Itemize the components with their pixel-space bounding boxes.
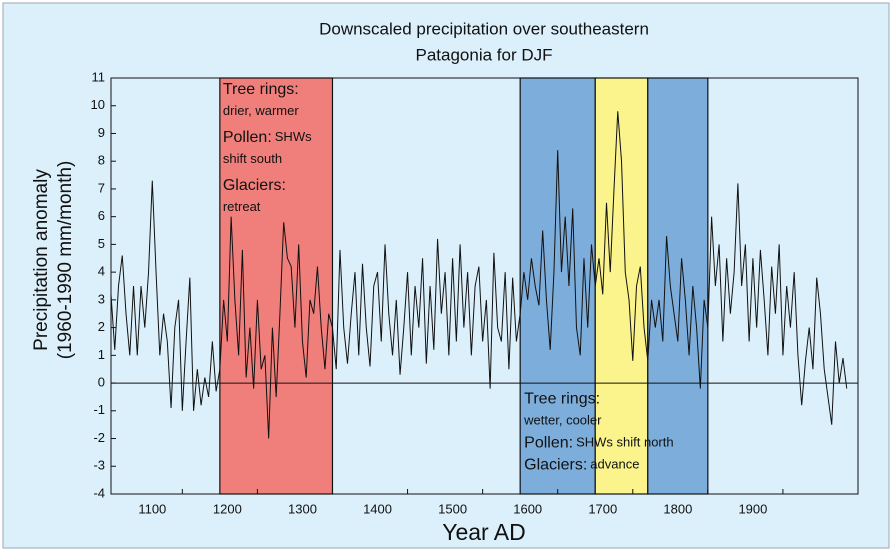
annotation-line: retreat (223, 199, 261, 214)
x-tick-label: 1700 (588, 501, 617, 516)
y-axis-label: (1960-1990 mm/month) (55, 161, 76, 360)
y-tick-label: 10 (91, 97, 105, 112)
x-tick-label: 1200 (213, 501, 242, 516)
x-tick-label: 1600 (513, 501, 542, 516)
annotation-line: Tree rings: (223, 81, 299, 98)
y-tick-label: 7 (98, 180, 105, 195)
y-tick-label: 11 (92, 69, 106, 84)
annotation-line: Pollen: SHWs shift north (524, 435, 673, 452)
annotation-key: Pollen: (223, 129, 272, 146)
annotation-key: Tree rings: (223, 81, 299, 98)
annotation-key: Glaciers: (223, 177, 286, 194)
y-tick-label: 8 (98, 153, 105, 168)
annotation-text: SHWs shift north (576, 435, 674, 450)
annotation-text: shift south (223, 151, 282, 166)
period-band (519, 77, 596, 495)
x-tick-label: 1800 (663, 501, 692, 516)
x-tick-label: 1300 (288, 501, 317, 516)
annotation-line: Glaciers: advance (524, 457, 639, 474)
y-tick-label: 3 (98, 291, 105, 306)
annotation-key: Glaciers: (524, 457, 587, 474)
annotation-text: wetter, cooler (523, 413, 602, 428)
y-tick-label: -1 (93, 402, 105, 417)
annotation-line: Pollen: SHWs (223, 129, 312, 146)
y-tick-label: 0 (98, 375, 105, 390)
annotation-line: Glaciers: (223, 177, 286, 194)
y-tick-label: 2 (98, 319, 105, 334)
annotation-key: Tree rings: (524, 391, 600, 408)
annotation-text: retreat (223, 199, 261, 214)
chart-title: Downscaled precipitation over southeaste… (319, 19, 649, 38)
data-line (110, 111, 848, 439)
axes-frame (110, 77, 859, 495)
x-tick-label: 1900 (738, 501, 767, 516)
annotation-line: drier, warmer (223, 103, 300, 118)
y-tick-label: -4 (93, 485, 105, 500)
x-tick-label: 1500 (438, 501, 467, 516)
annotation-line: wetter, cooler (523, 413, 602, 428)
annotation-line: Tree rings: (524, 391, 600, 408)
x-tick-label: 1100 (138, 501, 166, 516)
y-tick-label: 4 (98, 264, 105, 279)
y-tick-label: -3 (93, 458, 105, 473)
annotation-line: shift south (223, 151, 282, 166)
period-band (647, 77, 709, 495)
chart-title: Patagonia for DJF (415, 45, 552, 64)
annotation-key: Pollen: (524, 435, 573, 452)
y-tick-label: -2 (93, 430, 105, 445)
annotation-text: drier, warmer (223, 103, 300, 118)
x-axis-label: Year AD (442, 519, 526, 545)
period-layer (111, 77, 858, 495)
y-tick-label: 6 (98, 208, 105, 223)
y-tick-label: 9 (98, 125, 105, 140)
y-axis-label: Precipitation anomaly (31, 169, 52, 351)
plot-layer: -4 -3 -2 -1 0 1 2 3 4 5 6 7 8 9 10 11 1100 1200 1300 1400 15… (91, 69, 859, 516)
y-tick-label: 1 (98, 347, 105, 362)
y-tick-label: 5 (98, 236, 105, 251)
annotation-text: advance (590, 457, 639, 472)
annotation-text: SHWs (275, 129, 312, 144)
x-tick-label: 1400 (363, 501, 392, 516)
